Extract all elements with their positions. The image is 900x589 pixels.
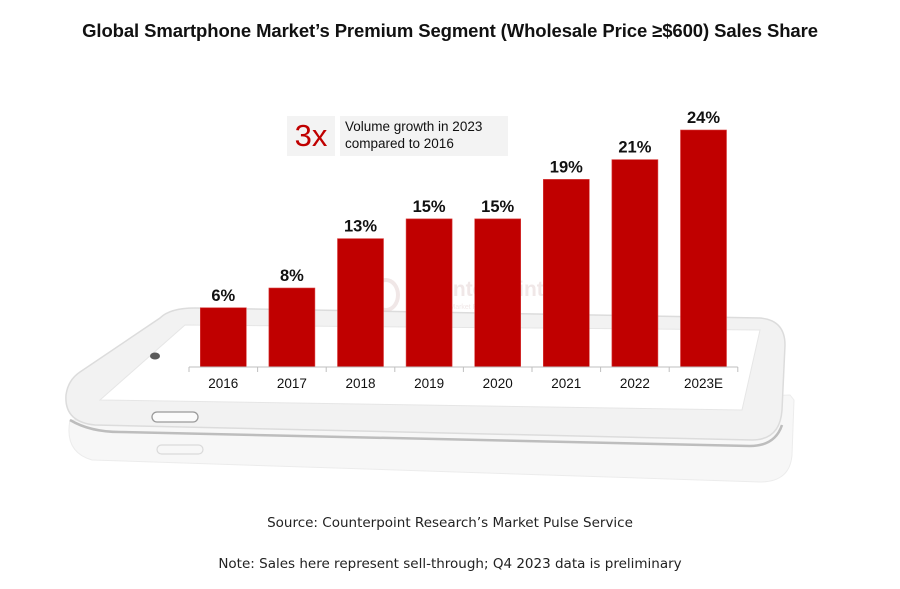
growth-description: Volume growth in 2023 compared to 2016	[340, 116, 508, 156]
x-tick-label-2018: 2018	[345, 376, 375, 391]
x-tick-label-2021: 2021	[551, 376, 581, 391]
x-tick-label-2023E: 2023E	[684, 376, 723, 391]
bar-2023E	[680, 129, 727, 368]
x-tick-label-2019: 2019	[414, 376, 444, 391]
footnote: Note: Sales here represent sell-through;…	[218, 556, 682, 572]
bar-2016	[200, 307, 247, 368]
camera-icon	[150, 352, 160, 360]
data-label-2017: 8%	[280, 267, 304, 285]
bar-2021	[542, 179, 590, 368]
data-label-2020: 15%	[481, 198, 514, 216]
bar-2017	[268, 287, 316, 368]
bar-2022	[611, 159, 659, 368]
bar-2019	[405, 218, 453, 368]
home-button-icon	[151, 411, 199, 423]
home-button-reflection	[156, 444, 204, 455]
data-label-2016: 6%	[211, 287, 235, 305]
data-label-2023E: 24%	[687, 109, 720, 127]
data-labels: 6% 8% 13% 15% 15% 19% 21% 24%	[211, 109, 720, 305]
data-label-2018: 13%	[344, 218, 377, 236]
growth-callout: 3x Volume growth in 2023 compared to 201…	[287, 116, 508, 156]
watermark-tagline: Technology Market Research	[412, 304, 503, 311]
x-tick-label-2022: 2022	[620, 376, 650, 391]
growth-multiplier: 3x	[287, 116, 335, 156]
bars	[200, 129, 727, 368]
x-tick-label-2020: 2020	[483, 376, 513, 391]
bar-2020	[474, 218, 522, 368]
data-label-2022: 21%	[618, 139, 651, 157]
x-tick-label-2016: 2016	[208, 376, 238, 391]
source-note: Source: Counterpoint Research’s Market P…	[267, 515, 633, 531]
x-axis: 2016 2017 2018 2019 2020 2021 2022 2023E	[188, 366, 739, 391]
phone-edge	[69, 418, 784, 448]
data-label-2021: 19%	[550, 158, 583, 176]
bar-2018	[337, 238, 384, 368]
data-label-2019: 15%	[413, 198, 446, 216]
x-tick-label-2017: 2017	[277, 376, 307, 391]
chart-title: Global Smartphone Market’s Premium Segme…	[82, 20, 818, 41]
growth-description-line2: compared to 2016	[345, 135, 454, 151]
growth-description-line1: Volume growth in 2023	[345, 119, 483, 134]
